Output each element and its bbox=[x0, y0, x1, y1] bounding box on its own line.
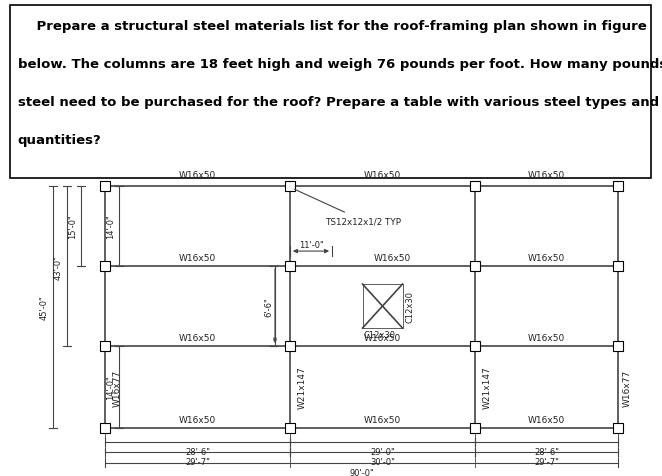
Text: W16x50: W16x50 bbox=[364, 415, 401, 424]
Text: quantities?: quantities? bbox=[18, 134, 101, 147]
Text: 15'-0": 15'-0" bbox=[68, 214, 77, 239]
Text: Prepare a structural steel materials list for the roof-framing plan shown in fig: Prepare a structural steel materials lis… bbox=[18, 20, 646, 33]
Bar bbox=[470, 182, 480, 192]
Text: 28'-6": 28'-6" bbox=[534, 447, 559, 456]
Bar bbox=[285, 182, 295, 192]
Text: W16x50: W16x50 bbox=[179, 171, 216, 180]
Text: steel need to be purchased for the roof? Prepare a table with various steel type: steel need to be purchased for the roof?… bbox=[18, 96, 662, 109]
Text: W16x77: W16x77 bbox=[623, 368, 632, 406]
Bar bbox=[470, 261, 480, 271]
Text: W16x50: W16x50 bbox=[364, 333, 401, 342]
Text: 6'-6": 6'-6" bbox=[264, 297, 273, 316]
Text: W16x50: W16x50 bbox=[528, 415, 565, 424]
Bar bbox=[100, 261, 110, 271]
Text: 30'-0": 30'-0" bbox=[370, 457, 395, 466]
Bar bbox=[613, 341, 623, 351]
Bar bbox=[285, 261, 295, 271]
Text: 11'-0": 11'-0" bbox=[299, 240, 323, 249]
Text: 28'-6": 28'-6" bbox=[185, 447, 210, 456]
Bar bbox=[470, 423, 480, 433]
Bar bbox=[613, 423, 623, 433]
Text: 29'-7": 29'-7" bbox=[534, 457, 559, 466]
Bar bbox=[285, 341, 295, 351]
Bar bbox=[613, 182, 623, 192]
Text: C12x30: C12x30 bbox=[363, 330, 395, 339]
Text: W16x50: W16x50 bbox=[528, 333, 565, 342]
Text: TS12x12x1/2 TYP: TS12x12x1/2 TYP bbox=[295, 190, 401, 226]
Text: W21x147: W21x147 bbox=[483, 366, 492, 408]
Bar bbox=[100, 423, 110, 433]
Text: W16x50: W16x50 bbox=[179, 333, 216, 342]
Text: 29'-7": 29'-7" bbox=[185, 457, 210, 466]
Text: W21x147: W21x147 bbox=[298, 366, 307, 408]
Text: W16x50: W16x50 bbox=[179, 415, 216, 424]
Text: W16x50: W16x50 bbox=[528, 254, 565, 263]
Text: W16x77: W16x77 bbox=[113, 368, 122, 406]
Text: 14'-0": 14'-0" bbox=[106, 214, 115, 239]
Text: 14'-0": 14'-0" bbox=[106, 375, 115, 399]
Text: 29'-0": 29'-0" bbox=[370, 447, 395, 456]
Bar bbox=[613, 261, 623, 271]
Bar bbox=[470, 341, 480, 351]
Text: 45'-0": 45'-0" bbox=[40, 295, 49, 320]
Bar bbox=[285, 423, 295, 433]
Bar bbox=[100, 341, 110, 351]
Bar bbox=[100, 182, 110, 192]
Text: C12x30: C12x30 bbox=[406, 290, 414, 322]
Text: W16x50: W16x50 bbox=[364, 171, 401, 180]
Text: W16x50: W16x50 bbox=[528, 171, 565, 180]
Text: W16x50: W16x50 bbox=[179, 254, 216, 263]
Text: 43'-0": 43'-0" bbox=[54, 254, 63, 279]
Text: below. The columns are 18 feet high and weigh 76 pounds per foot. How many pound: below. The columns are 18 feet high and … bbox=[18, 58, 662, 71]
Text: W16x50: W16x50 bbox=[374, 254, 411, 263]
Text: 90'-0": 90'-0" bbox=[349, 468, 374, 476]
